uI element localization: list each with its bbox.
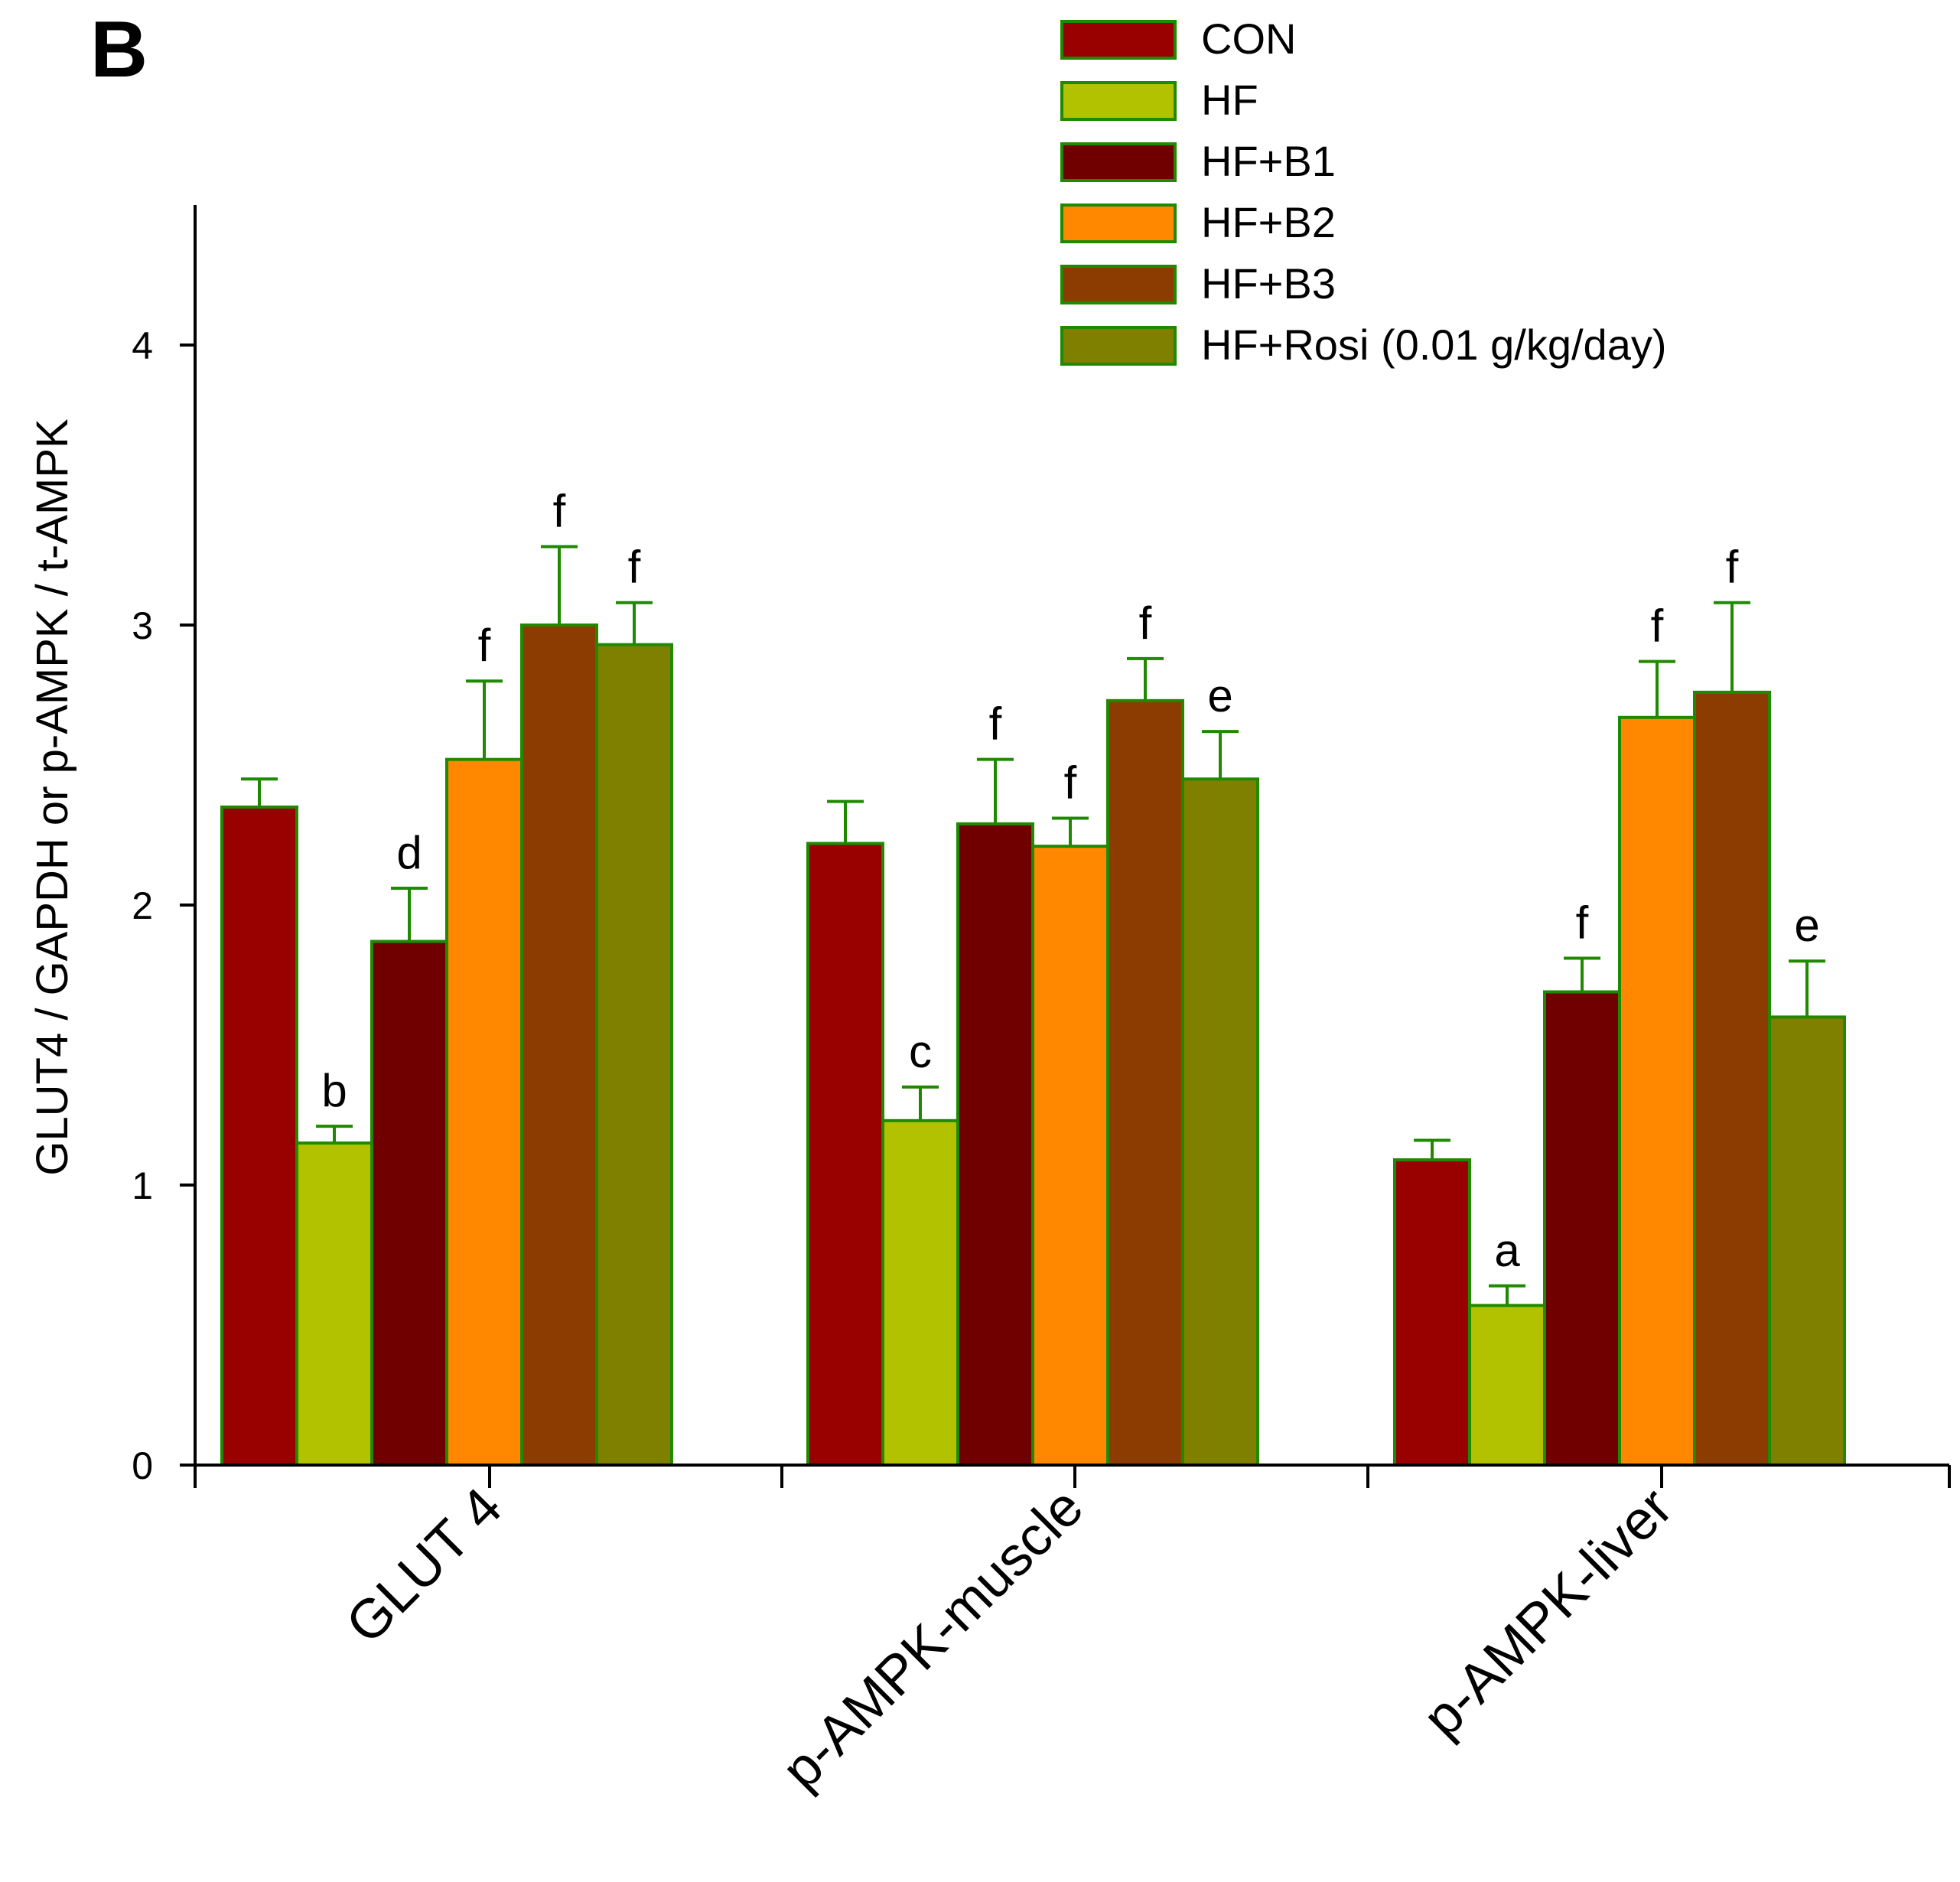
bar (1106, 698, 1184, 1467)
x-category-label: GLUT 4 (334, 1477, 513, 1656)
bar (220, 805, 298, 1467)
bar (956, 822, 1034, 1467)
bar (445, 757, 523, 1467)
y-tick-label: 3 (132, 604, 153, 647)
y-tick-label: 2 (132, 884, 153, 927)
legend: CON HF HF+B1 HF+B2 HF+B3 HF+Rosi (0.01 g/kg/d… (1060, 15, 1666, 369)
bar (1393, 1158, 1471, 1467)
y-tick-label: 0 (132, 1444, 153, 1487)
bars-layer: b d f f f c f f f e a f f f e (220, 486, 1846, 1467)
significance-label: d (396, 827, 422, 878)
significance-label: b (321, 1065, 347, 1116)
significance-label: f (1064, 757, 1077, 809)
significance-label: f (1651, 601, 1664, 652)
legend-label: HF+B1 (1201, 137, 1336, 185)
significance-label: f (628, 542, 641, 593)
x-category-label: p-AMPK-muscle (770, 1477, 1095, 1801)
significance-label: f (553, 486, 566, 537)
legend-swatch (1060, 204, 1177, 243)
bar (806, 842, 884, 1467)
x-category-label: p-AMPK-liver (1411, 1477, 1684, 1749)
bar (295, 1141, 373, 1467)
bar (1181, 777, 1259, 1467)
panel-label: B (90, 5, 148, 94)
bar (595, 643, 673, 1467)
significance-label: e (1794, 900, 1819, 951)
significance-label: e (1207, 670, 1232, 721)
bar (1768, 1015, 1846, 1467)
legend-swatch (1060, 326, 1177, 366)
legend-label: HF+B3 (1201, 259, 1336, 308)
y-tick-label: 4 (132, 324, 153, 367)
bar (1468, 1304, 1546, 1467)
bar (1543, 990, 1621, 1467)
bar (1618, 715, 1696, 1467)
significance-label: f (1139, 597, 1152, 649)
legend-label: HF+B2 (1201, 198, 1336, 246)
y-axis-label: GLUT4 / GAPDH or p-AMPK / t-AMPK (28, 418, 77, 1176)
legend-swatch (1060, 142, 1177, 182)
bar (520, 624, 598, 1467)
legend-label: HF (1201, 76, 1258, 124)
significance-label: f (1576, 897, 1589, 949)
significance-label: f (478, 620, 491, 671)
legend-label: HF+Rosi (0.01 g/kg/day) (1201, 321, 1666, 369)
legend-swatch (1060, 20, 1177, 60)
bar (1693, 690, 1771, 1467)
bar (370, 939, 448, 1467)
significance-label: f (989, 698, 1002, 750)
significance-label: f (1726, 542, 1739, 593)
y-tick-label: 1 (132, 1164, 153, 1207)
legend-label: CON (1201, 15, 1296, 63)
bar (1031, 845, 1109, 1467)
legend-swatch (1060, 265, 1177, 304)
bar (881, 1118, 959, 1467)
significance-label: a (1494, 1225, 1520, 1276)
significance-label: c (909, 1026, 932, 1077)
legend-swatch (1060, 81, 1177, 121)
